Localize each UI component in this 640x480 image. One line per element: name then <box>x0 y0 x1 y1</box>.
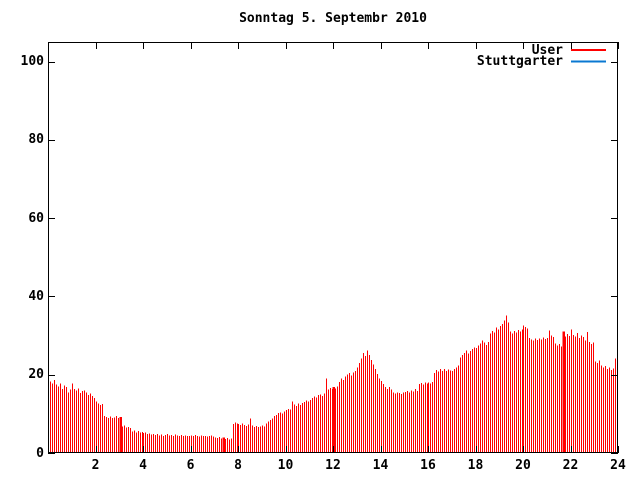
y-axis-tick-label: 40 <box>28 288 44 304</box>
x-axis-tick-label: 20 <box>515 458 531 473</box>
chart-title: Sonntag 5. Septembr 2010 <box>239 11 427 26</box>
y-axis-tick-label: 80 <box>28 132 44 148</box>
x-axis-tick-label: 8 <box>234 458 242 473</box>
x-axis-tick-label: 18 <box>467 458 484 473</box>
x-axis-tick-label: 12 <box>325 458 341 473</box>
y-axis-tick-label: 60 <box>28 210 44 226</box>
x-axis-tick-label: 16 <box>420 458 436 473</box>
x-axis-tick-label: 10 <box>277 458 294 473</box>
x-axis-tick-label: 2 <box>91 458 100 473</box>
y-axis-tick-label: 100 <box>20 54 44 70</box>
x-axis-tick-label: 22 <box>562 458 579 473</box>
legend-user-label: User <box>531 42 563 58</box>
legend-stuttgarter-label: Stuttgarter <box>476 54 563 69</box>
x-axis-tick-label: 6 <box>186 458 195 473</box>
x-axis-tick-label: 24 <box>610 458 626 473</box>
y-axis-tick-label: 0 <box>36 445 44 461</box>
x-axis-tick-label: 14 <box>372 458 389 473</box>
y-axis-tick-label: 20 <box>28 367 44 383</box>
x-axis-tick-label: 4 <box>139 458 147 473</box>
